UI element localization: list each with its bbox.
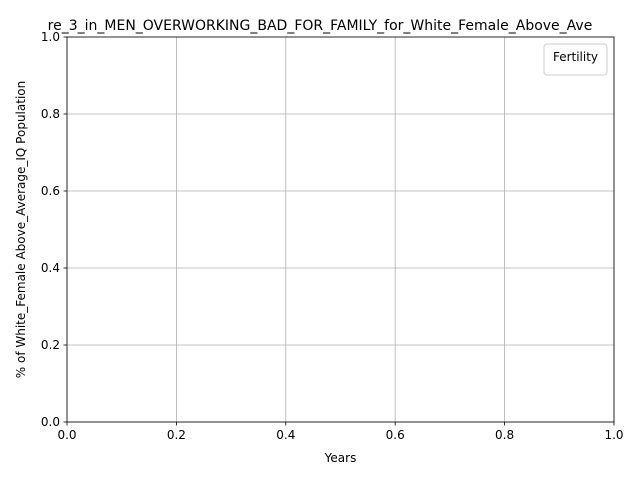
x-axis-label: Years [324, 451, 357, 465]
x-tick-label: 0.4 [276, 428, 295, 442]
legend-box [543, 43, 608, 76]
y-tick-label: 0.0 [41, 415, 60, 429]
legend-title: Fertility [553, 50, 598, 64]
y-tick-label: 0.6 [41, 184, 60, 198]
y-tick-label: 0.8 [41, 107, 60, 121]
y-tick-label: 1.0 [41, 30, 60, 44]
x-tick-label: 0.2 [167, 428, 186, 442]
x-tick-label: 1.0 [604, 428, 623, 442]
plot-area [67, 37, 614, 422]
y-tick-label: 0.4 [41, 261, 60, 275]
ticks: 0.0 0.2 0.4 0.6 0.8 1.0 0.0 0.2 0.4 0.6 0.8 1.0 [41, 30, 624, 442]
axes-frame [66, 36, 615, 423]
grid [66, 36, 615, 423]
legend: Fertility [543, 43, 608, 76]
y-axis-label: % of White_Female Above_Average_IQ Popul… [14, 81, 28, 378]
x-tick-label: 0.8 [495, 428, 514, 442]
x-tick-label: 0.0 [57, 428, 76, 442]
x-tick-label: 0.6 [386, 428, 405, 442]
y-tick-label: 0.2 [41, 338, 60, 352]
chart-title: re_3_in_MEN_OVERWORKING_BAD_FOR_FAMILY_f… [48, 18, 593, 34]
